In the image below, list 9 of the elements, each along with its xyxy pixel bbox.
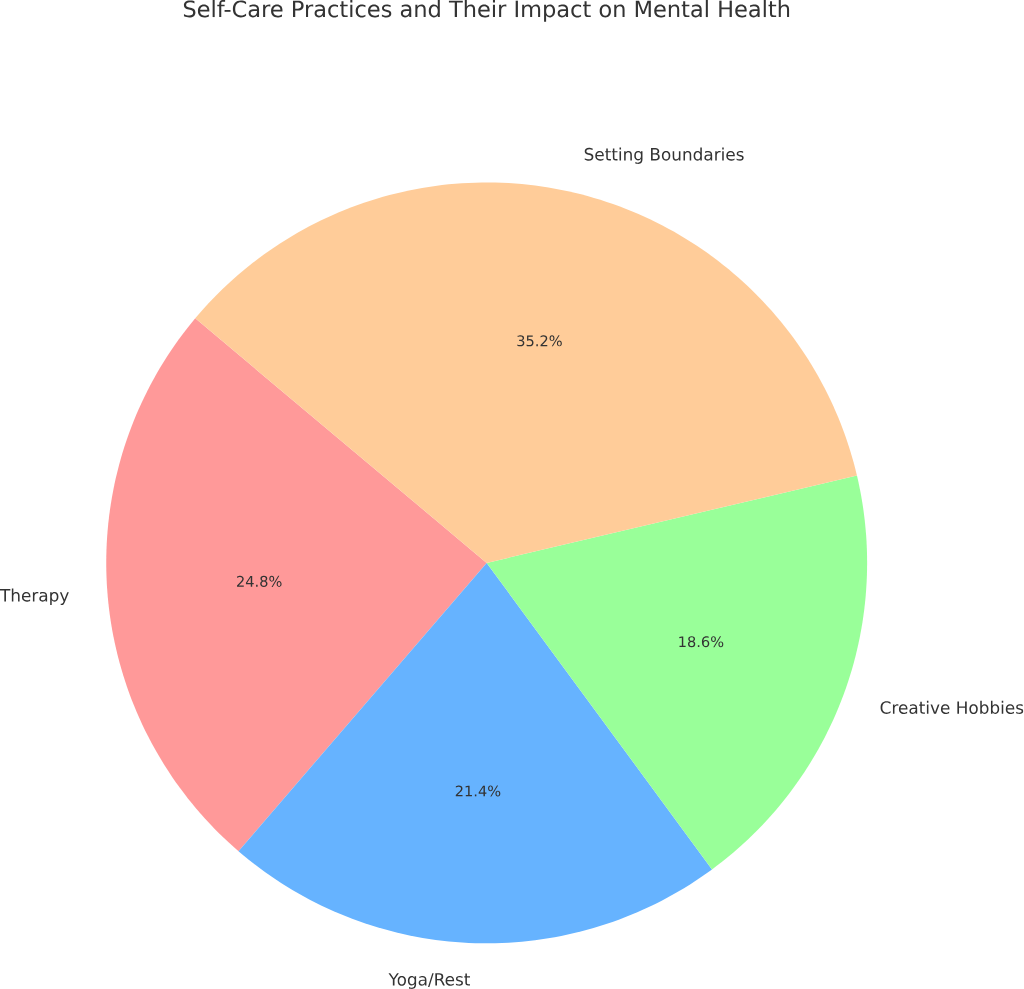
slice-label: Yoga/Rest <box>388 973 471 989</box>
slice-label: Creative Hobbies <box>880 700 1024 714</box>
data-label: 24.8% <box>237 575 282 587</box>
data-label: 21.4% <box>455 785 501 797</box>
chart-title: Self-Care Practices and Their Impact on Mental Health <box>183 0 790 22</box>
data-label: 35.2% <box>517 335 562 347</box>
slice-label: Setting Boundaries <box>584 147 744 164</box>
data-label: 18.6% <box>679 636 724 648</box>
slice-label: Therapy <box>0 588 69 605</box>
